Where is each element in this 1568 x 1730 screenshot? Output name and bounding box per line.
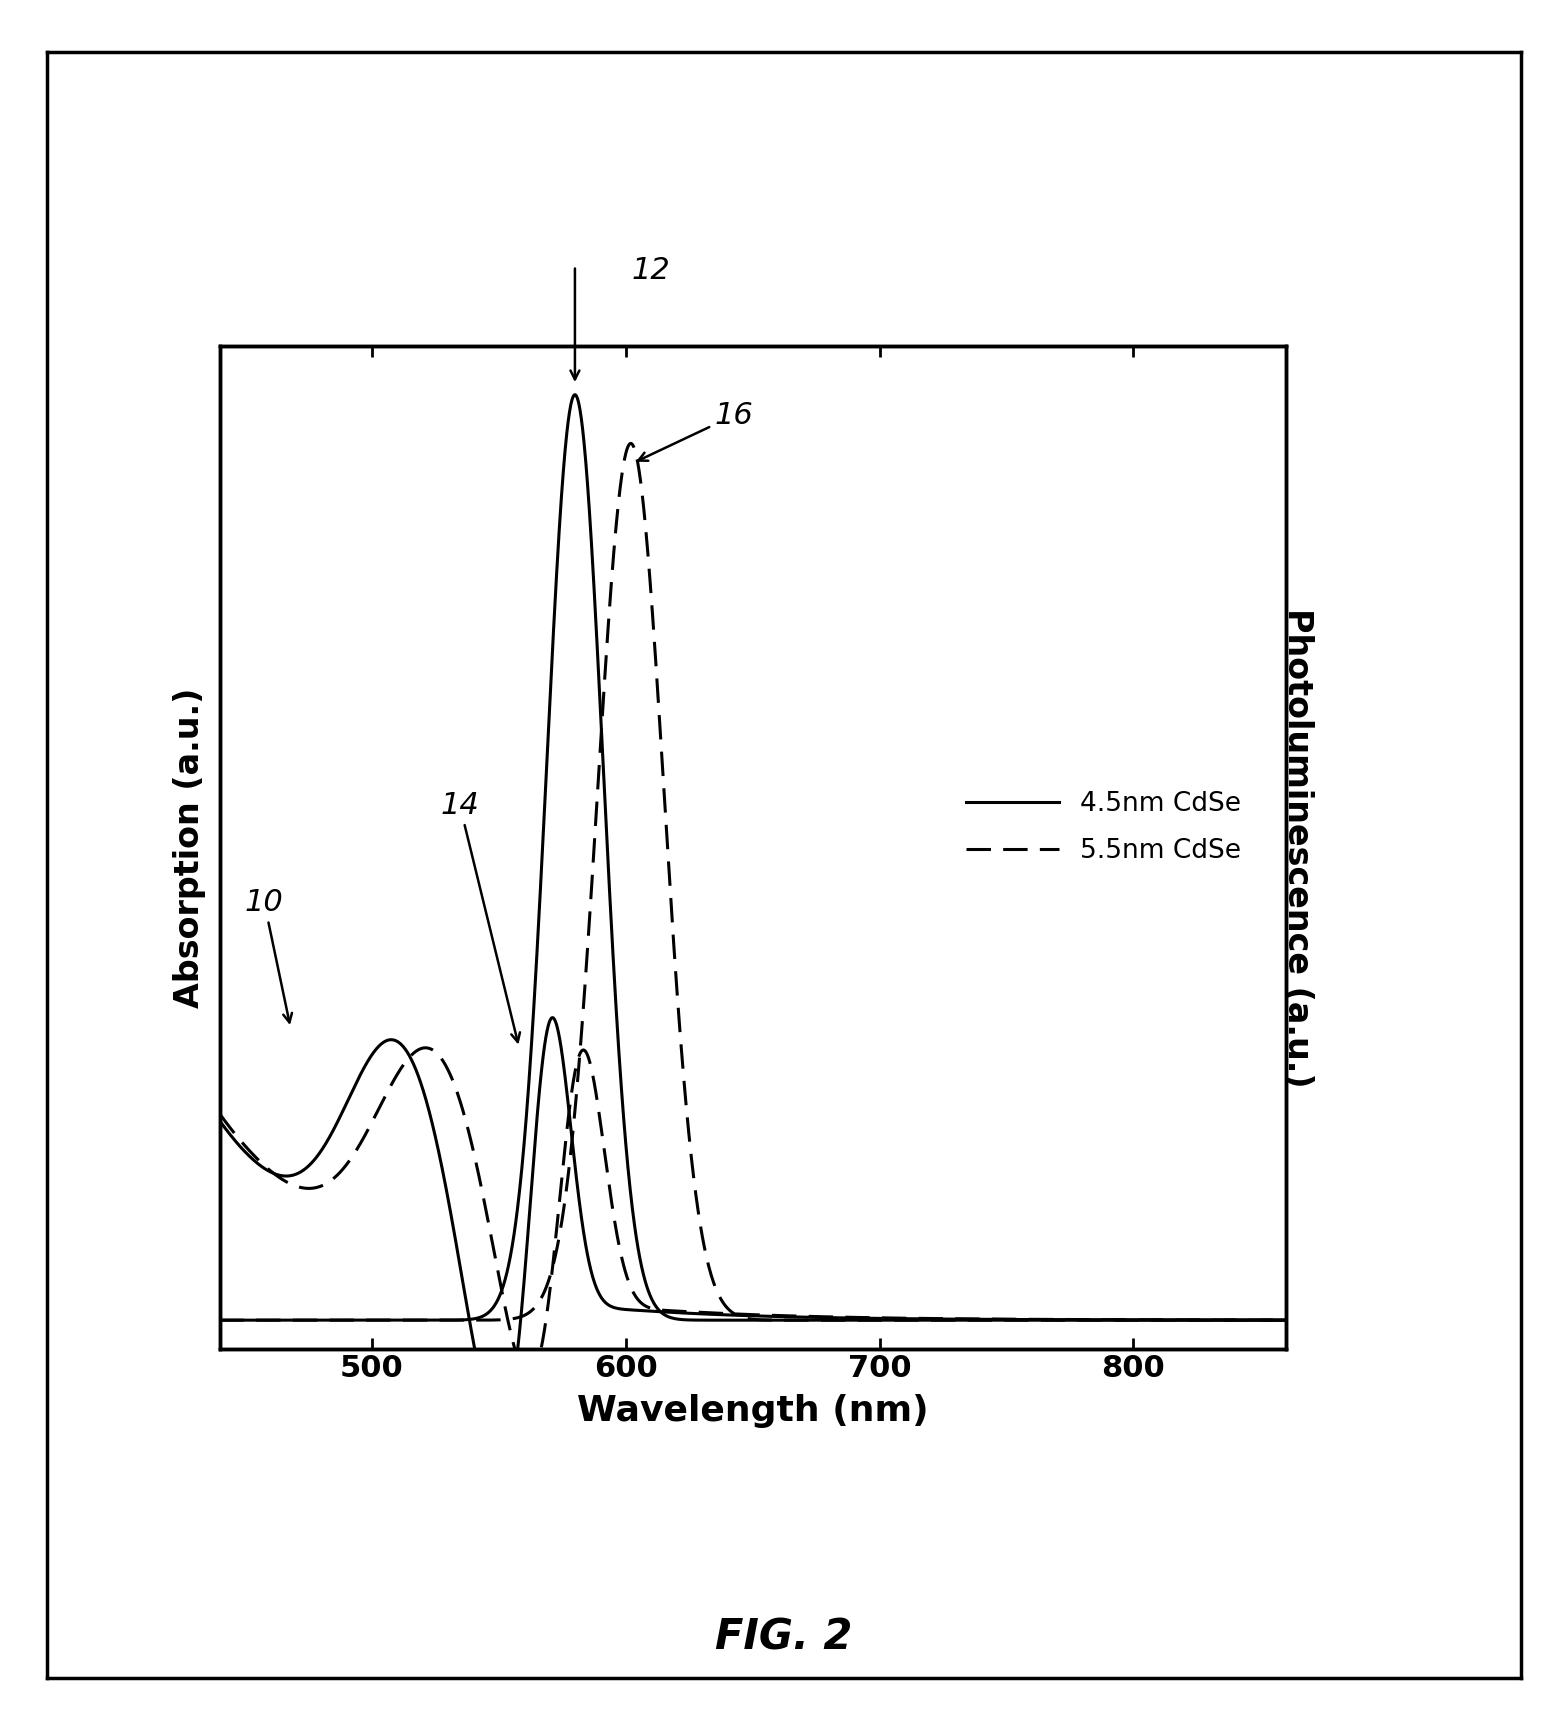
Text: 12: 12 [632, 256, 670, 285]
4.5nm CdSe [546, 1010, 564, 1031]
5.5nm CdSe [519, 1367, 538, 1387]
Line: 5.5nm CdSe: 5.5nm CdSe [0, 346, 1311, 1377]
Line: 4.5nm CdSe: 4.5nm CdSe [0, 298, 1311, 1429]
5.5nm CdSe [210, 1104, 229, 1124]
X-axis label: Wavelength (nm): Wavelength (nm) [577, 1394, 928, 1429]
Y-axis label: Photoluminescence (a.u.): Photoluminescence (a.u.) [1281, 607, 1314, 1088]
Legend: 4.5nm CdSe, 5.5nm CdSe: 4.5nm CdSe, 5.5nm CdSe [955, 780, 1251, 875]
4.5nm CdSe [132, 962, 151, 983]
4.5nm CdSe [210, 1111, 229, 1131]
4.5nm CdSe [491, 1419, 510, 1439]
Text: 14: 14 [441, 791, 521, 1041]
Text: FIG. 2: FIG. 2 [715, 1616, 853, 1659]
4.5nm CdSe [1276, 1310, 1295, 1330]
5.5nm CdSe [1276, 1310, 1295, 1330]
Text: 10: 10 [245, 887, 292, 1022]
5.5nm CdSe [1134, 1310, 1152, 1330]
4.5nm CdSe [1134, 1310, 1152, 1330]
5.5nm CdSe [546, 1235, 564, 1256]
5.5nm CdSe [1301, 1310, 1320, 1330]
Text: 16: 16 [638, 401, 753, 460]
4.5nm CdSe [1301, 1310, 1320, 1330]
5.5nm CdSe [488, 1258, 506, 1278]
Y-axis label: Absorption (a.u.): Absorption (a.u.) [172, 687, 205, 1009]
5.5nm CdSe [132, 960, 151, 981]
4.5nm CdSe [488, 1419, 506, 1439]
